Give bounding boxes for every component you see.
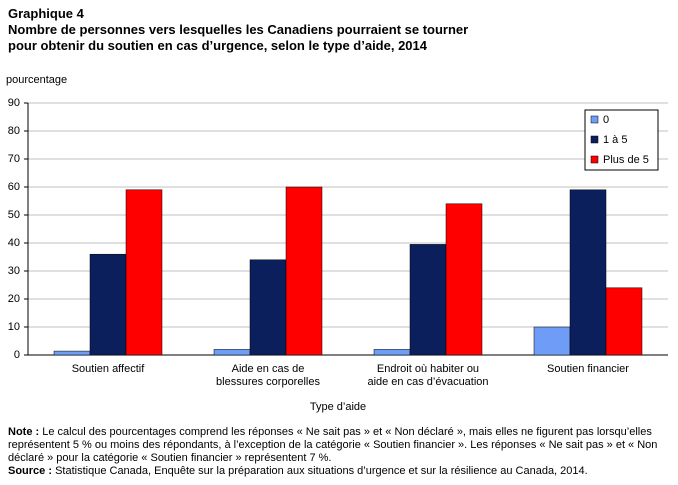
chart-label: Graphique 4 [8,6,84,21]
y-tick-label: 60 [8,181,20,193]
legend-swatch [590,115,599,124]
x-tick-label: blessures corporelles [216,376,320,388]
chart-title: Graphique 4 Nombre de personnes vers les… [8,6,468,54]
y-tick-label: 40 [8,237,20,249]
note-text: Le calcul des pourcentages comprend les … [8,426,658,464]
y-tick-label: 20 [8,293,20,305]
bar [249,259,287,356]
source: Source : Statistique Canada, Enquête sur… [8,465,668,478]
bar [605,287,643,356]
source-label: Source : [8,465,53,477]
legend-swatch [590,135,599,144]
legend-label: 1 à 5 [603,134,627,146]
x-tick-label: Soutien affectif [72,363,146,375]
bar [125,189,163,356]
y-tick-label: 10 [8,321,20,333]
chart: pourcentage 0 10 20 30 40 50 60 70 80 90 Soutien af… [6,74,668,413]
bar [285,186,323,356]
title-line: Nombre de personnes vers lesquelles les … [8,22,469,37]
x-tick-label: aide en cas d’évacuation [367,376,488,388]
bar [445,203,483,356]
bar [373,349,411,356]
y-axis-title: pourcentage [6,74,67,86]
bar [89,253,127,356]
bar [533,326,571,356]
bar [409,244,447,356]
bar [569,189,607,356]
bar [53,350,91,356]
bar [213,349,251,356]
note-label: Note : [8,426,40,438]
source-text: Statistique Canada, Enquête sur la prépa… [55,465,588,477]
y-tick-label: 30 [8,265,20,277]
y-tick-label: 50 [8,209,20,221]
legend-swatch [590,155,599,164]
x-tick-label: Endroit où habiter ou [377,363,479,375]
x-tick-label: Soutien financier [547,363,629,375]
y-tick-label: 80 [8,125,20,137]
y-tick-label: 70 [8,153,20,165]
legend-label: Plus de 5 [603,154,649,166]
legend-label: 0 [603,114,609,126]
x-axis-title: Type d’aide [310,401,366,413]
title-line: pour obtenir du soutien en cas d’urgence… [8,38,427,53]
note: Note : Le calcul des pourcentages compre… [8,426,668,465]
notes: Note : Le calcul des pourcentages compre… [8,426,668,478]
x-tick-label: Aide en cas de [232,363,305,375]
y-tick-label: 0 [14,349,20,361]
y-tick-label: 90 [8,97,20,109]
